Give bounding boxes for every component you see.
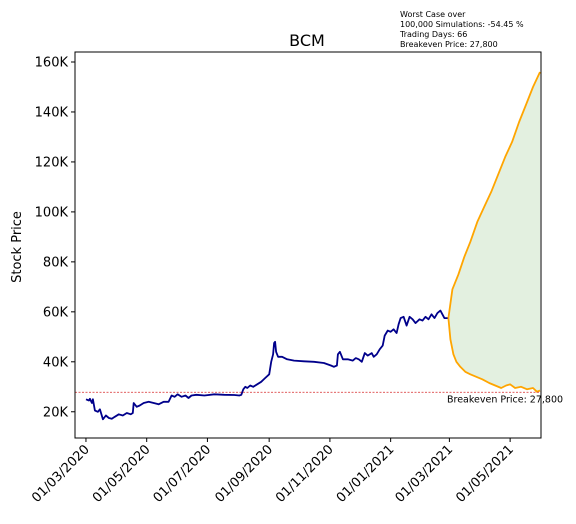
- breakeven-label: Breakeven Price: 27,800: [447, 394, 563, 405]
- y-tick-label: 140K: [35, 105, 69, 120]
- y-tick-label: 20K: [43, 405, 69, 420]
- y-tick-label: 80K: [43, 255, 69, 270]
- y-tick-label: 120K: [35, 155, 69, 170]
- history-price-line: [85, 309, 449, 421]
- annotation-line-3: Trading Days: 66: [399, 30, 467, 39]
- annotation-line-1: Worst Case over: [400, 10, 466, 19]
- y-tick-label: 160K: [35, 55, 69, 70]
- annotation-line-4: Breakeven Price: 27,800: [400, 40, 498, 49]
- simulation-best-case-line: [447, 71, 541, 319]
- y-axis-label: Stock Price: [10, 211, 25, 283]
- y-tick-label: 40K: [43, 355, 69, 370]
- plot-area: [75, 71, 541, 421]
- annotation-line-2: 100,000 Simulations: -54.45 %: [400, 20, 524, 29]
- simulation-range-fill: [448, 72, 540, 392]
- y-tick-label: 100K: [35, 205, 69, 220]
- simulation-annotation: Worst Case over 100,000 Simulations: -54…: [399, 10, 524, 49]
- chart-title: BCM: [289, 31, 325, 50]
- plot-frame: [74, 51, 542, 439]
- y-tick-label: 60K: [43, 305, 69, 320]
- simulation-worst-case-line: [447, 318, 541, 393]
